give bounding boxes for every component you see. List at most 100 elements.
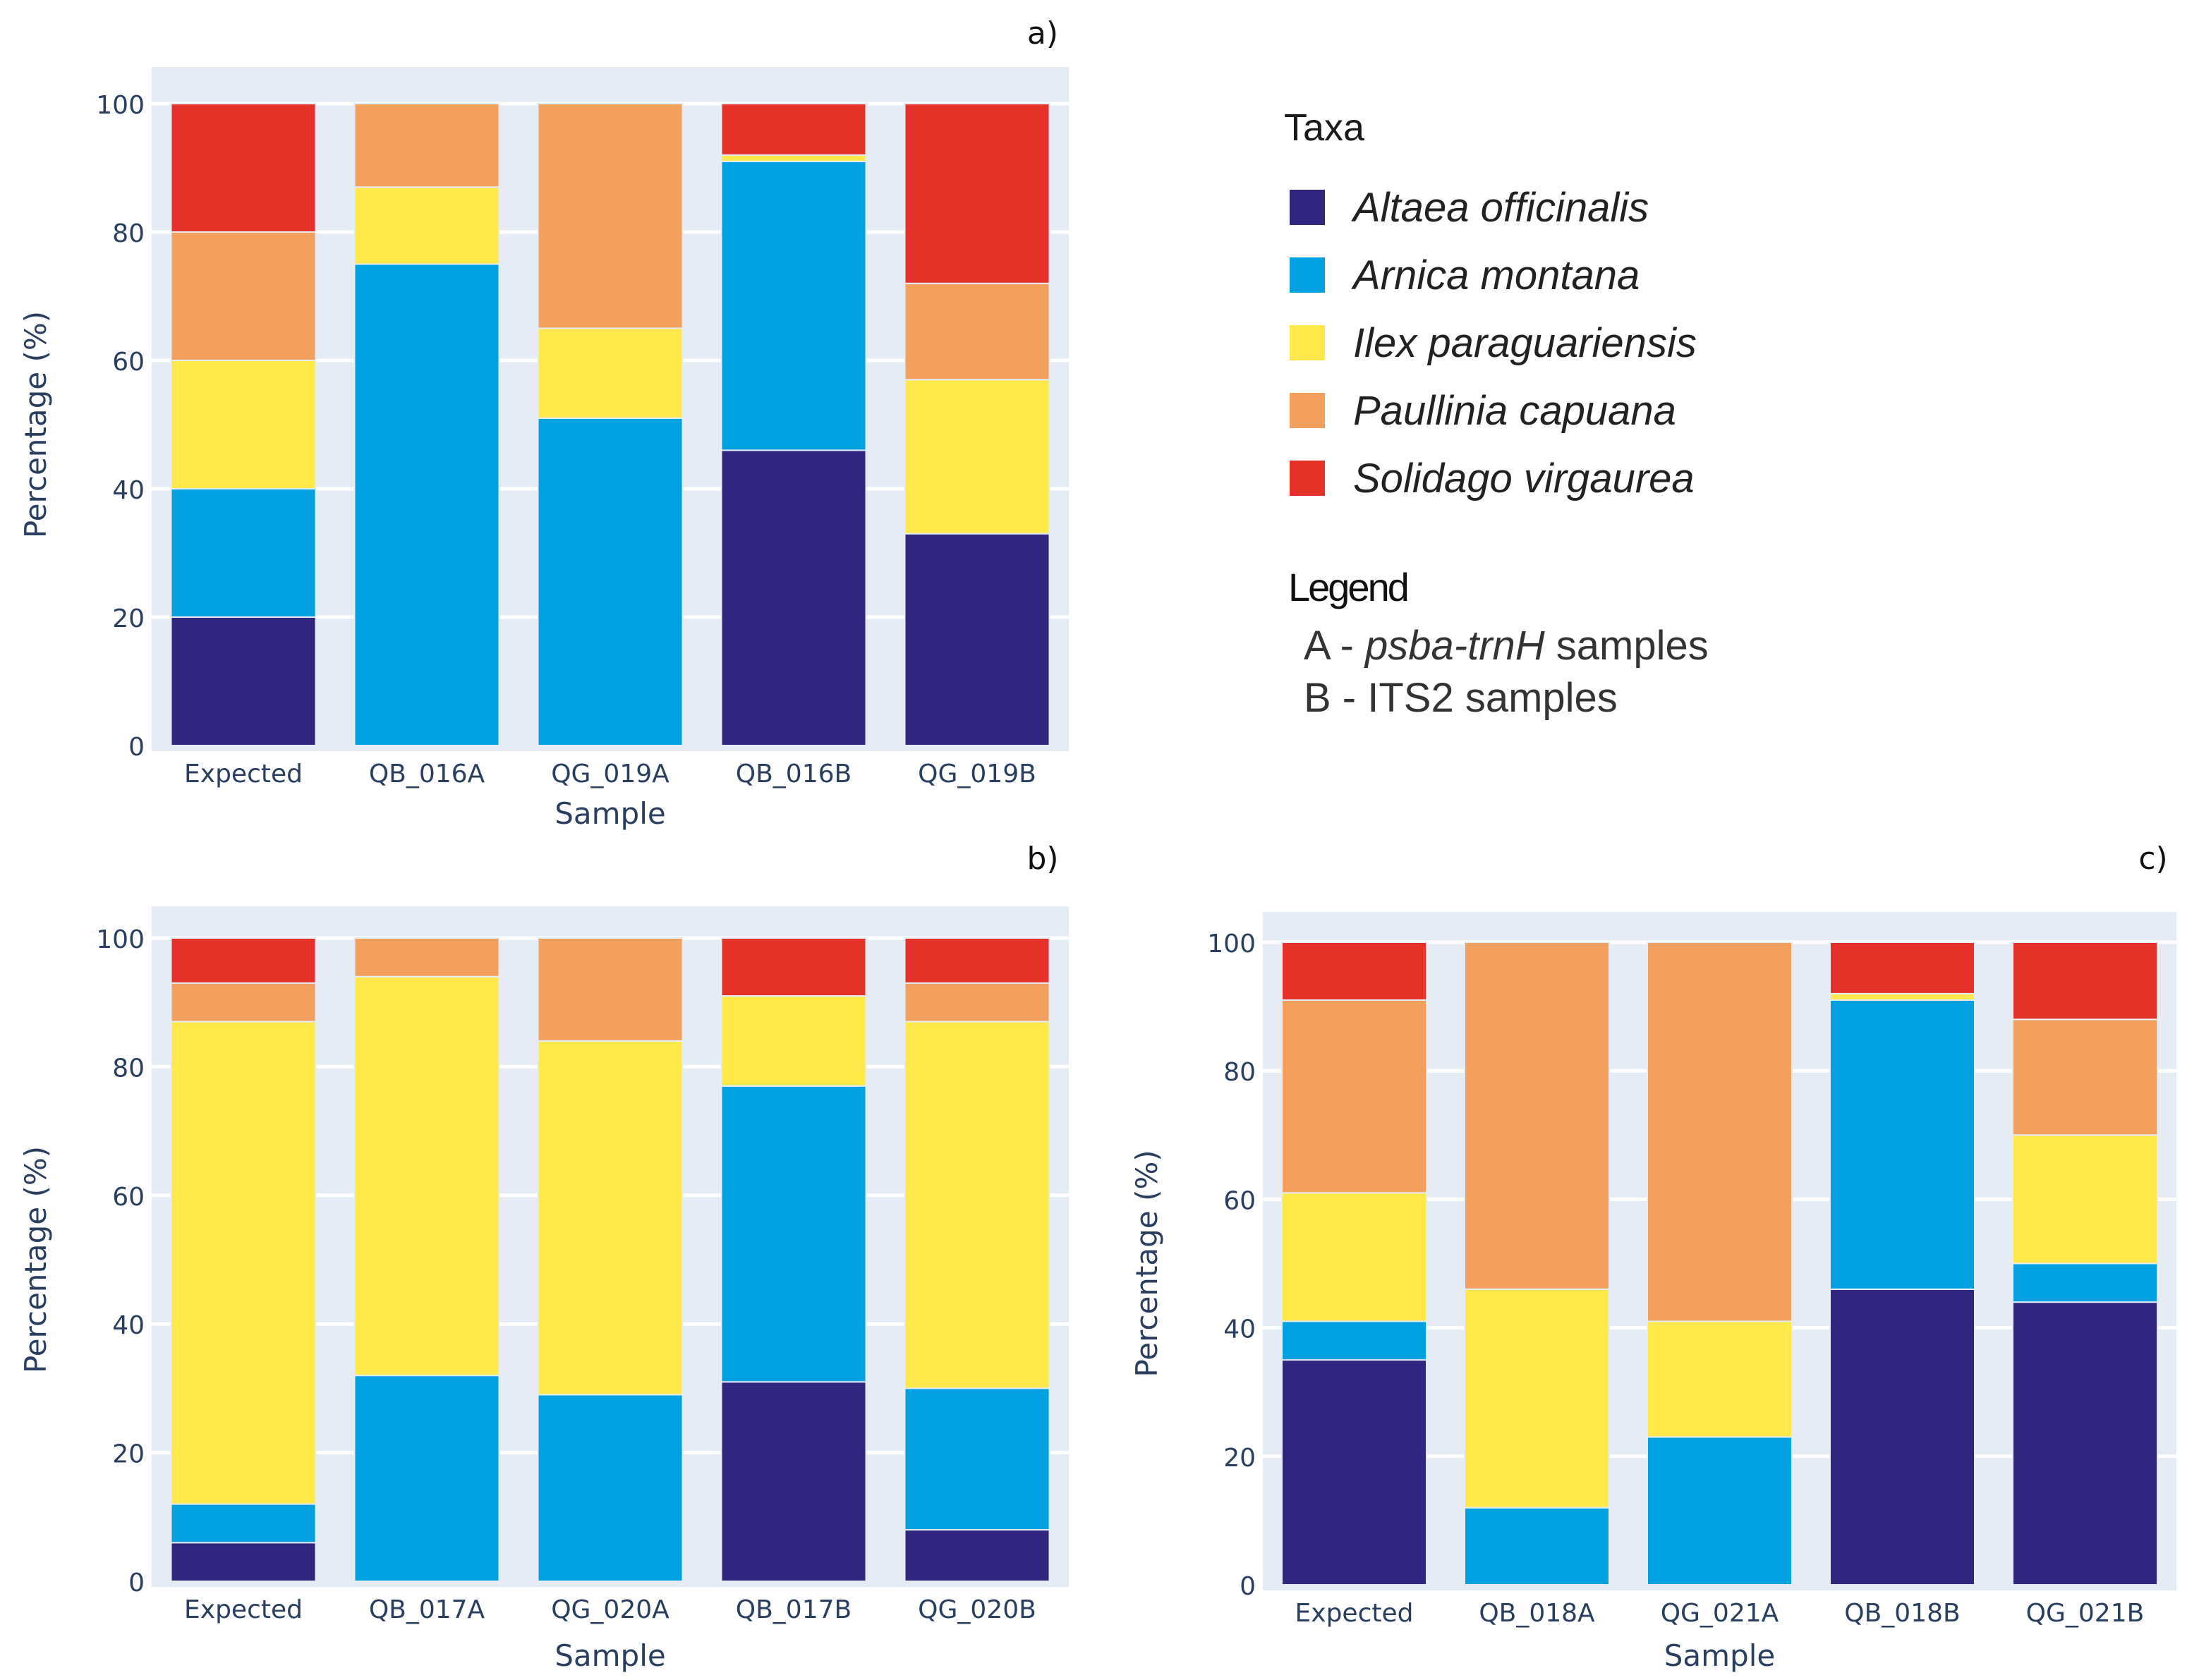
bar-segment xyxy=(720,160,867,451)
bar-segment xyxy=(170,103,317,233)
x-tick-label: QB_016A xyxy=(369,760,485,789)
y-axis-title: Percentage (%) xyxy=(18,1146,53,1373)
bar-segment xyxy=(353,1375,500,1583)
bar-segment xyxy=(537,103,684,329)
bar-segment xyxy=(1829,1288,1975,1585)
bar-segment xyxy=(170,231,317,361)
bar-segment xyxy=(537,1040,684,1396)
x-tick-label: QG_020A xyxy=(551,1595,670,1624)
bar-segment xyxy=(1829,942,1975,994)
bar-segment xyxy=(2012,1262,2158,1303)
bar-segment xyxy=(537,417,684,747)
legend-swatch-icon xyxy=(1290,393,1325,428)
bar-segment xyxy=(2012,1301,2158,1586)
y-tick-label: 100 xyxy=(96,91,145,120)
bar-segment xyxy=(353,103,500,188)
bar-segment xyxy=(170,1542,317,1583)
x-tick-label: Expected xyxy=(184,1595,303,1624)
bar-segment xyxy=(1647,942,1793,1322)
bar-segment xyxy=(720,937,867,997)
y-tick-label: 20 xyxy=(112,1440,145,1469)
y-tick-label: 100 xyxy=(96,925,145,954)
legend-swatch-icon xyxy=(1290,190,1325,225)
legend-line-prefix: B - xyxy=(1304,675,1368,721)
x-tick-label: QG_021B xyxy=(2026,1599,2145,1628)
sample-legend: Legend A - psba-trnH samples B - ITS2 sa… xyxy=(1288,564,1709,724)
y-tick-label: 80 xyxy=(112,219,145,248)
x-tick-label: QB_016B xyxy=(736,760,852,789)
x-axis-title: Sample xyxy=(555,1638,665,1673)
x-axis-title: Sample xyxy=(555,796,665,831)
legend-item-altaea: Altaea officinalis xyxy=(1284,174,1697,241)
y-tick-label: 0 xyxy=(128,1569,145,1597)
bar-segment xyxy=(537,327,684,419)
bar-segment xyxy=(2012,942,2158,1021)
legend-label: Altaea officinalis xyxy=(1353,184,1649,231)
y-tick-label: 20 xyxy=(1223,1444,1256,1473)
legend-label: Arnica montana xyxy=(1353,252,1640,298)
legend-item-paullinia: Paullinia capuana xyxy=(1284,377,1697,444)
x-tick-label: QG_020B xyxy=(918,1595,1036,1624)
y-tick-label: 100 xyxy=(1207,930,1256,958)
bar-segment xyxy=(1647,1436,1793,1585)
bar-segment xyxy=(904,282,1050,381)
y-tick-label: 20 xyxy=(112,604,145,633)
legend-swatch-icon xyxy=(1290,461,1325,496)
bar-segment xyxy=(720,1085,867,1383)
bar-segment xyxy=(1281,942,1427,1001)
bar-segment xyxy=(1464,1288,1610,1509)
bar-segment xyxy=(904,532,1050,746)
x-tick-label: Expected xyxy=(184,760,303,789)
bar-segment xyxy=(1829,999,1975,1290)
panel-label: c) xyxy=(2138,841,2167,877)
x-tick-label: QG_019B xyxy=(918,760,1036,789)
y-tick-label: 0 xyxy=(1240,1572,1256,1601)
sample-legend-line-b: B - ITS2 samples xyxy=(1304,672,1709,724)
legend-item-solidago: Solidago virgaurea xyxy=(1284,444,1697,512)
y-tick-label: 40 xyxy=(1223,1315,1256,1344)
x-tick-label: Expected xyxy=(1295,1599,1414,1628)
bar-segment xyxy=(1464,942,1610,1290)
bar-segment xyxy=(170,360,317,489)
legend-line-suffix: samples xyxy=(1544,623,1709,669)
y-tick-label: 60 xyxy=(112,1183,145,1212)
legend-label: Ilex paraguariensis xyxy=(1353,319,1697,366)
bar-segment xyxy=(537,937,684,1042)
legend-item-arnica: Arnica montana xyxy=(1284,241,1697,309)
taxa-legend: Taxa Altaea officinalis Arnica montana I… xyxy=(1284,106,1697,512)
panel-label: b) xyxy=(1026,841,1058,877)
bar-segment xyxy=(353,186,500,265)
legend-line-suffix: ITS2 samples xyxy=(1367,675,1618,721)
panel-label: a) xyxy=(1027,16,1058,51)
bar-segment xyxy=(170,1503,317,1544)
bar-segment xyxy=(170,616,317,746)
y-tick-label: 0 xyxy=(128,733,145,762)
bar-segment xyxy=(1281,1359,1427,1586)
bar-segment xyxy=(170,982,317,1023)
y-axis-title: Percentage (%) xyxy=(18,311,53,538)
legend-swatch-icon xyxy=(1290,257,1325,293)
y-tick-label: 40 xyxy=(112,476,145,505)
y-tick-label: 80 xyxy=(112,1054,145,1083)
x-tick-label: QB_018B xyxy=(1844,1599,1960,1628)
bar-segment xyxy=(1464,1506,1610,1585)
y-tick-label: 40 xyxy=(112,1311,145,1340)
bar-segment xyxy=(353,975,500,1377)
bar-segment xyxy=(1281,999,1427,1194)
bar-segment xyxy=(1647,1320,1793,1438)
bar-segment xyxy=(2012,1018,2158,1136)
bar-segment xyxy=(904,379,1050,535)
legend-swatch-icon xyxy=(1290,325,1325,360)
bar-segment xyxy=(353,937,500,978)
x-tick-label: QG_021A xyxy=(1661,1599,1779,1628)
x-tick-label: QB_017B xyxy=(736,1595,852,1624)
x-tick-label: QB_018A xyxy=(1479,1599,1595,1628)
legend-label: Paullinia capuana xyxy=(1353,387,1676,434)
y-tick-label: 60 xyxy=(112,348,145,377)
bar-segment xyxy=(904,1021,1050,1389)
x-axis-title: Sample xyxy=(1664,1638,1775,1673)
y-tick-label: 80 xyxy=(1223,1058,1256,1087)
